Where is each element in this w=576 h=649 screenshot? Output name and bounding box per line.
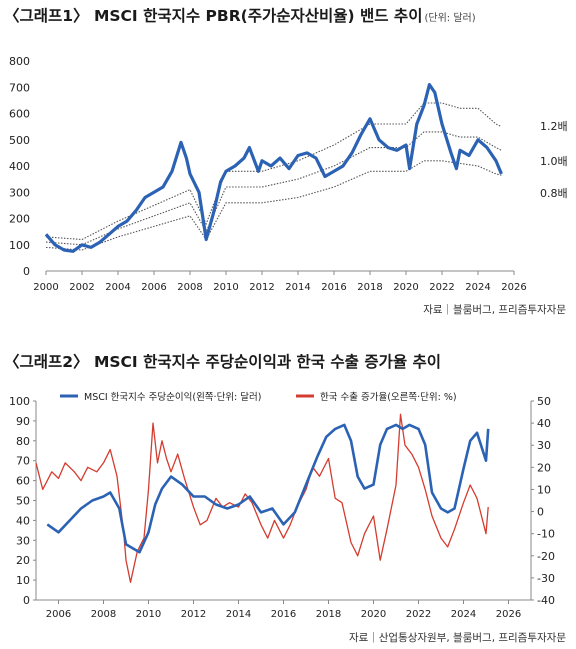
chart1-band-line [45, 160, 502, 251]
chart1-y-tick: 200 [9, 213, 30, 226]
chart2-y-tick: 40 [16, 514, 30, 527]
chart1-axes: 0 100 200 300 400 500 600 700 800 2000 2002 2004 200… [9, 55, 527, 293]
chart1-index-line [44, 83, 503, 253]
chart2-x-tick: 2020 [361, 609, 386, 620]
chart2-source: 자료｜산업통상자원부, 블룸버그, 프리즘투자자문 [348, 632, 566, 644]
chart2-legend-label: MSCI 한국지수 주당순이익(왼쪽·단위: 달러) [84, 391, 261, 403]
chart2-y-tick: 10 [16, 574, 30, 587]
chart2-x-tick: 2010 [136, 609, 161, 620]
chart1-series: 1.2배 1.0배 0.8배 [44, 83, 568, 253]
chart2-legend: MSCI 한국지수 주당순이익(왼쪽·단위: 달러) 한국 수출 증가율(오른쪽·… [60, 391, 457, 403]
chart1-source: 자료｜블룸버그, 프리즘투자자문 [423, 304, 566, 316]
chart1-y-tick: 0 [23, 265, 30, 278]
chart2-y2-tick: -10 [537, 528, 555, 541]
chart2-y2-tick: 0 [537, 506, 544, 519]
chart1-x-tick: 2014 [285, 282, 310, 293]
chart1-band-label: 0.8배 [540, 187, 568, 200]
chart2-axes: 0 10 20 30 40 50 60 70 80 90 100 -40 -30 -20 -10 0 10 20 3… [9, 395, 555, 620]
chart1-x-tick: 2008 [177, 282, 202, 293]
chart1-x-tick: 2020 [393, 282, 418, 293]
chart2-y-tick: 100 [9, 395, 30, 408]
chart2-y-tick: 60 [16, 475, 30, 488]
chart2-y-tick: 30 [16, 534, 30, 547]
chart2-y2-tick: 20 [537, 461, 551, 474]
chart2-x-tick: 2016 [271, 609, 296, 620]
chart1-x-tick: 2022 [429, 282, 454, 293]
chart1-x-tick: 2006 [141, 282, 166, 293]
chart1-band-line [45, 102, 502, 241]
chart1-title: 〈그래프1〉 MSCI 한국지수 PBR(주가순자산비율) 밴드 추이 (단위: … [4, 7, 476, 25]
chart1-x-tick: 2016 [321, 282, 346, 293]
chart2-y2-tick: 30 [537, 439, 551, 452]
chart2-series [35, 413, 490, 583]
chart2-x-tick: 2012 [181, 609, 206, 620]
chart2-y2-tick: -30 [537, 572, 555, 585]
chart1-y-tick: 100 [9, 239, 30, 252]
chart2-y-tick: 90 [16, 415, 30, 428]
chart1-x-tick: 2004 [105, 282, 130, 293]
chart2-export-line [35, 413, 489, 583]
chart1-unit: (단위: 달러) [424, 13, 476, 24]
chart1-x-tick: 2026 [501, 282, 526, 293]
chart1-y-tick: 400 [9, 160, 30, 173]
chart2-x-tick: 2022 [406, 609, 431, 620]
chart1-band-label: 1.0배 [540, 155, 568, 168]
chart1-x-tick: 2000 [33, 282, 58, 293]
chart1-x-tick: 2010 [213, 282, 238, 293]
chart2-y-tick: 50 [16, 495, 30, 508]
chart2-y2-tick: -40 [537, 594, 555, 607]
chart2-x-tick: 2008 [91, 609, 116, 620]
chart1-x-tick: 2018 [357, 282, 382, 293]
chart1-y-tick: 700 [9, 81, 30, 94]
chart2-y2-tick: -20 [537, 550, 555, 563]
chart2-title: 〈그래프2〉 MSCI 한국지수 주당순이익과 한국 수출 증가율 추이 [4, 353, 442, 371]
chart2-legend-label: 한국 수출 증가율(오른쪽·단위: %) [320, 391, 457, 403]
chart2-x-tick: 2026 [496, 609, 521, 620]
chart1-band-label: 1.2배 [540, 120, 568, 133]
chart2-y-tick: 80 [16, 435, 30, 448]
chart2-x-tick: 2018 [316, 609, 341, 620]
pbr-band-chart: 0 100 200 300 400 500 600 700 800 2000 2002 2004 200… [9, 55, 568, 293]
chart1-x-tick: 2024 [465, 282, 490, 293]
chart2-y-tick: 70 [16, 455, 30, 468]
chart2-y-tick: 0 [23, 594, 30, 607]
chart2-x-tick: 2006 [46, 609, 71, 620]
chart1-x-tick: 2002 [69, 282, 94, 293]
chart1-y-tick: 800 [9, 55, 30, 68]
chart2-x-tick: 2014 [226, 609, 251, 620]
chart1-y-tick: 500 [9, 134, 30, 147]
chart1-y-tick: 600 [9, 108, 30, 121]
chart2-x-tick: 2024 [451, 609, 476, 620]
chart2-y-tick: 20 [16, 554, 30, 567]
chart2-y2-tick: 40 [537, 417, 551, 430]
chart2-eps-line [46, 423, 490, 554]
chart1-x-tick: 2012 [249, 282, 274, 293]
chart2-y2-tick: 10 [537, 483, 551, 496]
chart2-y2-tick: 50 [537, 395, 551, 408]
chart1-y-tick: 300 [9, 186, 30, 199]
